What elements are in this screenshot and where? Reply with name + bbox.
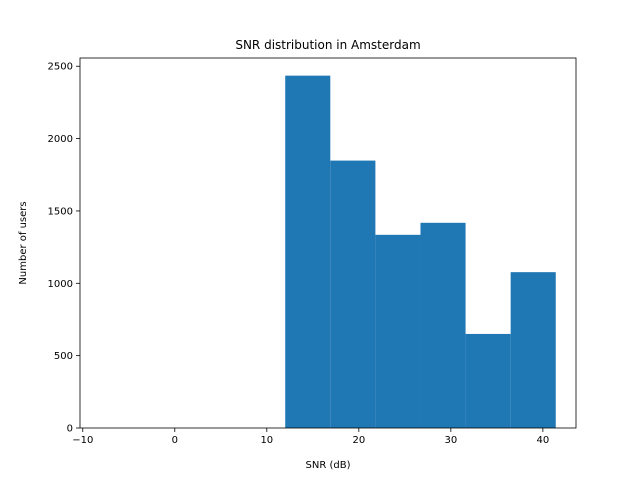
x-tick-label: 10	[260, 435, 273, 446]
y-tick-label: 1000	[48, 279, 73, 290]
x-axis-ticks: −10 0 10 20 30 40	[72, 428, 549, 446]
histogram-bar-5	[465, 333, 511, 428]
histogram-bar-3	[375, 234, 421, 428]
x-tick-label: 30	[444, 435, 457, 446]
x-tick-label: −10	[72, 435, 93, 446]
x-tick-label: 40	[537, 435, 550, 446]
plot-frame	[79, 57, 577, 429]
x-tick-label: 20	[352, 435, 365, 446]
y-tick-label: 500	[54, 351, 73, 362]
y-axis-label: Number of users	[18, 201, 29, 284]
y-axis-ticks: 0 500 1000 1500 2000 2500	[48, 62, 80, 435]
y-tick-label: 2000	[48, 134, 73, 145]
histogram-bar-1	[285, 75, 331, 429]
y-tick-label: 2500	[48, 62, 73, 73]
y-tick-label: 0	[67, 424, 73, 435]
histogram-bar-4	[420, 222, 466, 428]
histogram-bar-2	[330, 160, 376, 428]
histogram-bar-6	[510, 272, 556, 428]
x-tick-label: 0	[172, 435, 178, 446]
bars-group	[285, 75, 556, 429]
chart-title: SNR distribution in Amsterdam	[235, 38, 420, 52]
x-axis-label: SNR (dB)	[306, 460, 351, 471]
y-tick-label: 1500	[48, 206, 73, 217]
